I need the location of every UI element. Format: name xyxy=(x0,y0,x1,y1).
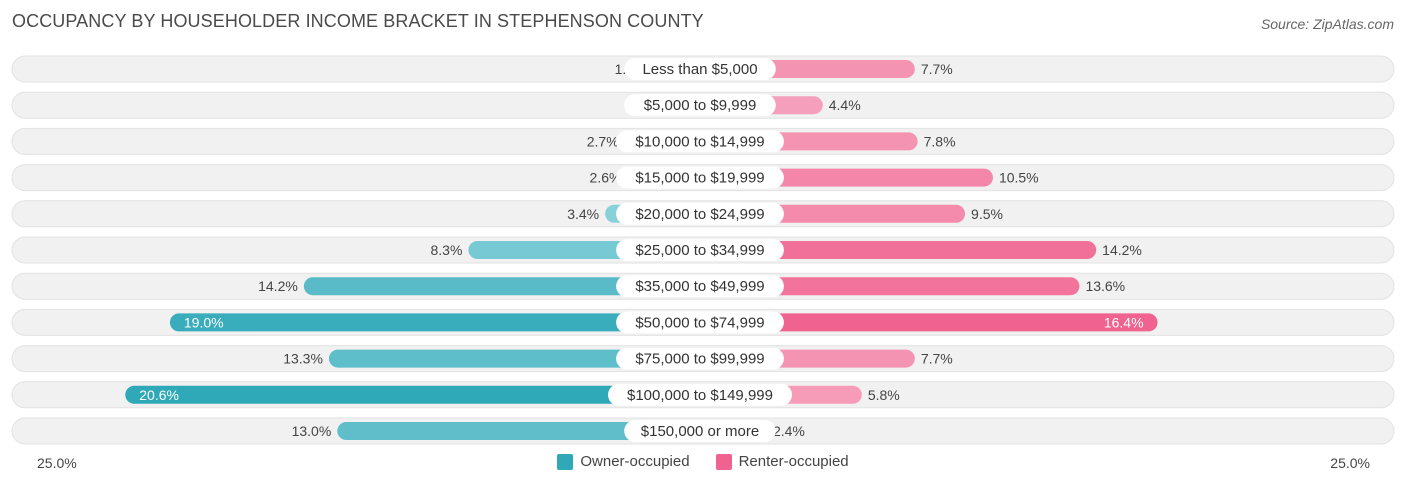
category-pill xyxy=(616,311,784,334)
category-pill xyxy=(616,347,784,370)
owner-bar xyxy=(169,313,710,332)
category-label: $15,000 to $19,999 xyxy=(635,170,764,187)
renter-value-label: 9.5% xyxy=(971,206,1003,222)
chart-area: 1.7%7.7%Less than $5,0001.1%4.4%$5,000 t… xyxy=(11,55,1395,445)
category-pill xyxy=(624,58,776,80)
category-label: $100,000 to $149,999 xyxy=(627,387,773,404)
category-label: $5,000 to $9,999 xyxy=(644,97,757,114)
category-pill xyxy=(616,130,784,153)
renter-value-label: 14.2% xyxy=(1102,242,1142,258)
chart-title: OCCUPANCY BY HOUSEHOLDER INCOME BRACKET … xyxy=(12,11,704,31)
owner-value-label: 19.0% xyxy=(184,314,224,330)
owner-value-label: 14.2% xyxy=(258,278,298,294)
category-label: Less than $5,000 xyxy=(642,61,757,78)
owner-bar xyxy=(328,349,710,368)
owner-bar xyxy=(303,277,710,296)
axis-left-label: 25.0% xyxy=(37,455,77,471)
renter-bar xyxy=(690,313,1158,332)
owner-value-label: 13.0% xyxy=(292,423,332,439)
legend-item-owner: Owner-occupied xyxy=(557,453,690,470)
category-label: $25,000 to $34,999 xyxy=(635,242,764,259)
renter-value-label: 7.7% xyxy=(921,61,953,77)
renter-bar xyxy=(690,241,1097,259)
owner-value-label: 13.3% xyxy=(283,351,323,367)
category-label: $150,000 or more xyxy=(641,423,759,440)
category-pill xyxy=(624,94,776,117)
owner-bar xyxy=(125,385,710,404)
renter-swatch xyxy=(715,453,732,470)
owner-bar xyxy=(337,422,710,440)
category-pill xyxy=(616,239,784,261)
renter-bar xyxy=(690,277,1080,296)
category-pill xyxy=(616,166,784,189)
owner-value-label: 3.4% xyxy=(567,206,599,222)
legend: Owner-occupied Renter-occupied xyxy=(0,453,1406,470)
renter-value-label: 4.4% xyxy=(829,97,861,113)
renter-value-label: 16.4% xyxy=(1104,314,1144,330)
category-label: $75,000 to $99,999 xyxy=(635,351,764,368)
renter-value-label: 5.8% xyxy=(868,387,900,403)
legend-owner-label: Owner-occupied xyxy=(580,453,690,470)
renter-value-label: 2.4% xyxy=(773,423,805,439)
category-pill xyxy=(608,383,792,406)
category-pill xyxy=(616,202,784,225)
category-label: $10,000 to $14,999 xyxy=(635,133,764,150)
category-label: $20,000 to $24,999 xyxy=(635,206,764,223)
owner-value-label: 2.7% xyxy=(587,133,619,149)
renter-value-label: 7.7% xyxy=(921,351,953,367)
owner-swatch xyxy=(557,453,574,470)
legend-item-renter: Renter-occupied xyxy=(715,453,849,470)
owner-value-label: 20.6% xyxy=(139,387,179,403)
category-label: $35,000 to $49,999 xyxy=(635,278,764,295)
category-pill xyxy=(616,275,784,298)
legend-renter-label: Renter-occupied xyxy=(738,453,849,470)
renter-value-label: 10.5% xyxy=(999,170,1039,186)
axis-right-label: 25.0% xyxy=(1330,455,1370,471)
renter-value-label: 13.6% xyxy=(1085,278,1125,294)
category-label: $50,000 to $74,999 xyxy=(635,314,764,331)
renter-value-label: 7.8% xyxy=(924,133,956,149)
source-note: Source: ZipAtlas.com xyxy=(1260,16,1394,32)
owner-value-label: 8.3% xyxy=(431,242,463,258)
category-pill xyxy=(624,420,776,442)
owner-value-label: 2.6% xyxy=(590,170,622,186)
